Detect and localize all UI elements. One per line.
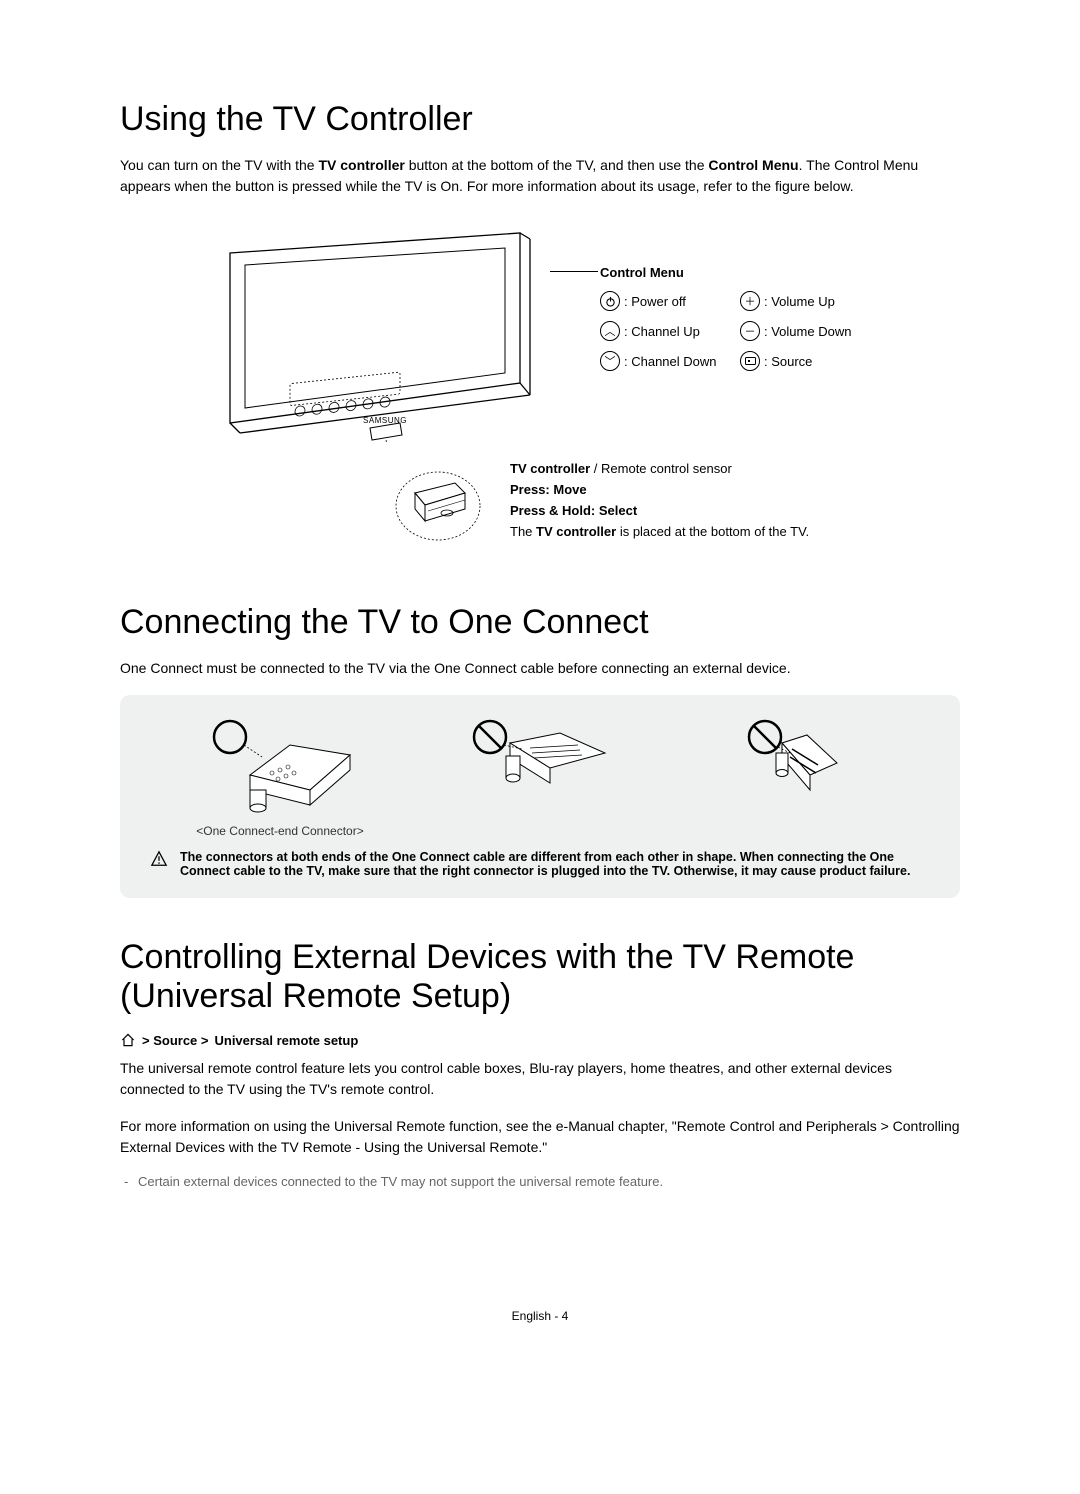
text-bold: TV controller	[536, 524, 616, 539]
text: is placed at the bottom of the TV.	[616, 524, 809, 539]
section3-heading: Controlling External Devices with the TV…	[120, 938, 960, 1016]
chevron-down-icon: ﹀	[600, 351, 620, 371]
section2-heading: Connecting the TV to One Connect	[120, 603, 960, 642]
page-footer: English - 4	[120, 1309, 960, 1323]
nav-path: > Source > Universal remote setup	[120, 1032, 960, 1048]
connector-2	[450, 715, 630, 820]
section3-p2: For more information on using the Univer…	[120, 1116, 960, 1158]
text: / Remote control sensor	[590, 461, 732, 476]
warning-text: The connectors at both ends of the One C…	[180, 850, 930, 878]
text-bold: Press & Hold: Select	[510, 503, 809, 518]
text-bold: TV controller	[510, 461, 590, 476]
connectors-panel: <One Connect-end Connector>	[120, 695, 960, 898]
nav-text-bold: Universal remote setup	[214, 1033, 358, 1048]
text-bold: Press: Move	[510, 482, 809, 497]
section1-heading: Using the TV Controller	[120, 100, 960, 139]
connector-label: <One Connect-end Connector>	[190, 824, 370, 838]
text: You can turn on the TV with the	[120, 157, 318, 173]
control-menu-icons: : Power off ＋ : Volume Up ︿ : Channel Up…	[600, 291, 880, 371]
text: The	[510, 524, 536, 539]
channel-up-item: ︿ : Channel Up	[600, 321, 740, 341]
volume-down-item: － : Volume Down	[740, 321, 880, 341]
tv-screen-illustration: SAMSUNG	[220, 223, 550, 443]
source-item: : Source	[740, 351, 880, 371]
label: : Channel Up	[624, 324, 700, 339]
channel-down-item: ﹀ : Channel Down	[600, 351, 740, 371]
power-icon	[600, 291, 620, 311]
section1-intro: You can turn on the TV with the TV contr…	[120, 155, 960, 197]
control-menu-label: Control Menu	[600, 265, 684, 280]
minus-icon: －	[740, 321, 760, 341]
tv-diagram-container: SAMSUNG Control Menu : Power off	[120, 213, 960, 573]
warning-row: The connectors at both ends of the One C…	[144, 850, 936, 878]
section3-p1: The universal remote control feature let…	[120, 1058, 960, 1100]
tv-controller-illustration	[390, 458, 490, 548]
connector-line	[550, 271, 598, 272]
text: button at the bottom of the TV, and then…	[405, 157, 709, 173]
svg-text:SAMSUNG: SAMSUNG	[363, 416, 407, 425]
connector-3	[710, 715, 890, 820]
section2-intro: One Connect must be connected to the TV …	[120, 658, 960, 679]
chevron-up-icon: ︿	[600, 321, 620, 341]
section3-note: Certain external devices connected to th…	[120, 1174, 960, 1189]
label: : Channel Down	[624, 354, 717, 369]
label: : Source	[764, 354, 812, 369]
volume-up-item: ＋ : Volume Up	[740, 291, 880, 311]
warning-icon	[150, 850, 168, 868]
label: : Volume Down	[764, 324, 851, 339]
text-bold: TV controller	[318, 157, 404, 173]
home-icon	[120, 1032, 136, 1048]
nav-text: > Source >	[142, 1033, 208, 1048]
plus-icon: ＋	[740, 291, 760, 311]
connector-1: <One Connect-end Connector>	[190, 715, 370, 838]
text-bold: Control Menu	[708, 157, 798, 173]
power-off-item: : Power off	[600, 291, 740, 311]
tv-controller-text-block: TV controller / Remote control sensor Pr…	[510, 461, 809, 545]
label: : Power off	[624, 294, 686, 309]
source-icon	[740, 351, 760, 371]
label: : Volume Up	[764, 294, 835, 309]
